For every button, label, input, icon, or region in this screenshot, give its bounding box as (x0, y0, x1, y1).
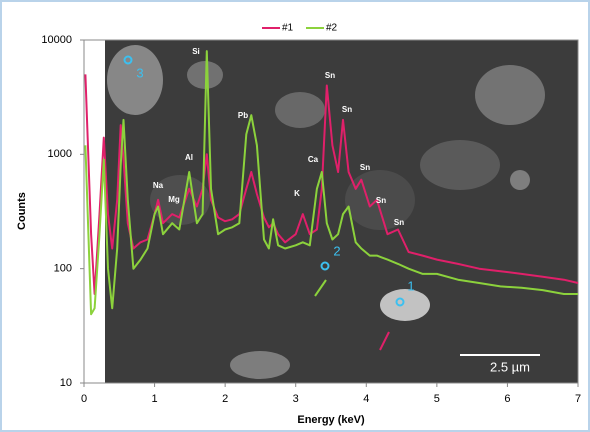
x-tick-label: 4 (363, 393, 369, 405)
annotation: K (294, 189, 300, 198)
y-tick-label: 10000 (41, 34, 72, 46)
x-tick-label: 3 (293, 393, 299, 405)
annotation: Na (153, 181, 164, 190)
annotation: 3 (136, 65, 143, 80)
x-tick-label: 0 (81, 393, 87, 405)
annotation: Sn (342, 105, 352, 114)
annotation: 2.5 µm (490, 359, 530, 374)
annotation: Si (192, 47, 200, 56)
legend-label: #1 (282, 23, 294, 34)
annotation: Mg (168, 195, 180, 204)
x-axis-label: Energy (keV) (297, 414, 365, 426)
x-tick-label: 7 (575, 393, 581, 405)
y-tick-label: 100 (54, 263, 72, 275)
legend-label: #2 (326, 23, 338, 34)
x-tick-label: 2 (222, 393, 228, 405)
page: {"chart_data": { "type": "line", "x_labe… (0, 0, 590, 432)
x-tick-label: 6 (504, 393, 510, 405)
x-tick-label: 1 (152, 393, 158, 405)
y-tick-label: 1000 (48, 148, 72, 160)
annotation: 1 (407, 278, 414, 293)
annotation: Sn (394, 218, 404, 227)
annotation: 2 (333, 243, 340, 258)
chart: Counts Energy (keV) 10 100 1000 10000 0 1 2 3 4 5… (0, 0, 590, 432)
annotation: Ca (308, 155, 319, 164)
y-tick-label: 10 (60, 377, 72, 389)
sem-image (105, 40, 578, 383)
y-axis-label: Counts (16, 192, 28, 230)
annotation: Sn (325, 71, 335, 80)
annotation: Al (185, 153, 193, 162)
annotation: Sn (376, 196, 386, 205)
annotation: Pb (238, 111, 248, 120)
x-tick-label: 5 (434, 393, 440, 405)
annotation: Sn (360, 163, 370, 172)
